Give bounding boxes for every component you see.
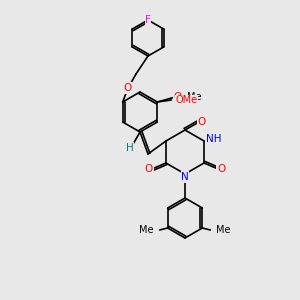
- Text: F: F: [145, 15, 151, 25]
- Text: Me: Me: [187, 92, 202, 102]
- Text: N: N: [181, 172, 189, 182]
- Text: Me: Me: [139, 225, 154, 235]
- Text: O: O: [198, 117, 206, 127]
- Text: OMe: OMe: [175, 95, 197, 105]
- Text: O: O: [173, 92, 182, 102]
- Text: O: O: [124, 83, 132, 93]
- Text: O: O: [217, 164, 225, 174]
- Text: H: H: [126, 143, 134, 153]
- Text: O: O: [145, 164, 153, 174]
- Text: NH: NH: [206, 134, 222, 144]
- Text: Me: Me: [216, 225, 231, 235]
